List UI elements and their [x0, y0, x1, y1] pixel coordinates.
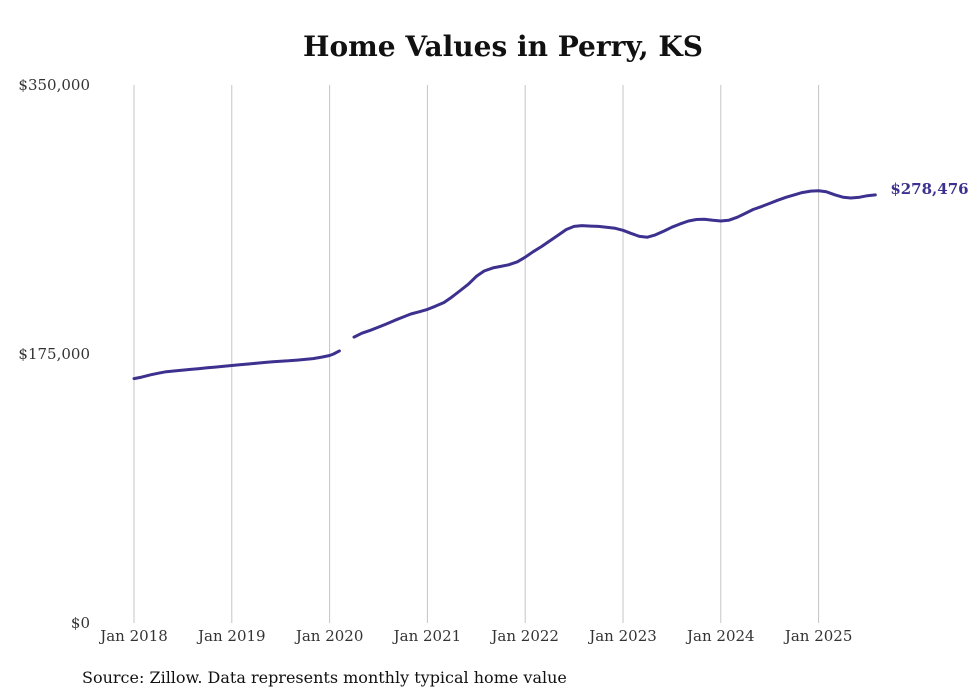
- series-line: [352, 189, 877, 339]
- x-tick-label: Jan 2021: [392, 627, 462, 645]
- x-tick-label: Jan 2019: [196, 627, 266, 645]
- x-axis-tick-labels: Jan 2018 Jan 2019 Jan 2020 Jan 2021 Jan 2022…: [98, 627, 852, 645]
- series-line-group: [132, 189, 877, 381]
- series-line: [132, 349, 341, 381]
- x-tick-label: Jan 2025: [783, 627, 853, 645]
- x-tick-label: Jan 2018: [98, 627, 168, 645]
- x-tick-label: Jan 2022: [489, 627, 559, 645]
- end-value-label: $278,476: [890, 180, 968, 198]
- end-value-label-group: $278,476: [890, 180, 968, 198]
- x-tick-label: Jan 2020: [294, 627, 364, 645]
- x-tick-label: Jan 2024: [685, 627, 755, 645]
- gridlines: [133, 85, 820, 623]
- source-note: Source: Zillow. Data represents monthly …: [82, 668, 567, 687]
- y-tick-label: $175,000: [18, 345, 90, 363]
- chart-title: Home Values in Perry, KS: [303, 30, 703, 63]
- y-axis-tick-labels: $350,000 $175,000 $0: [18, 76, 90, 632]
- y-tick-label: $0: [71, 614, 90, 632]
- y-tick-label: $350,000: [18, 76, 90, 94]
- x-tick-label: Jan 2023: [587, 627, 657, 645]
